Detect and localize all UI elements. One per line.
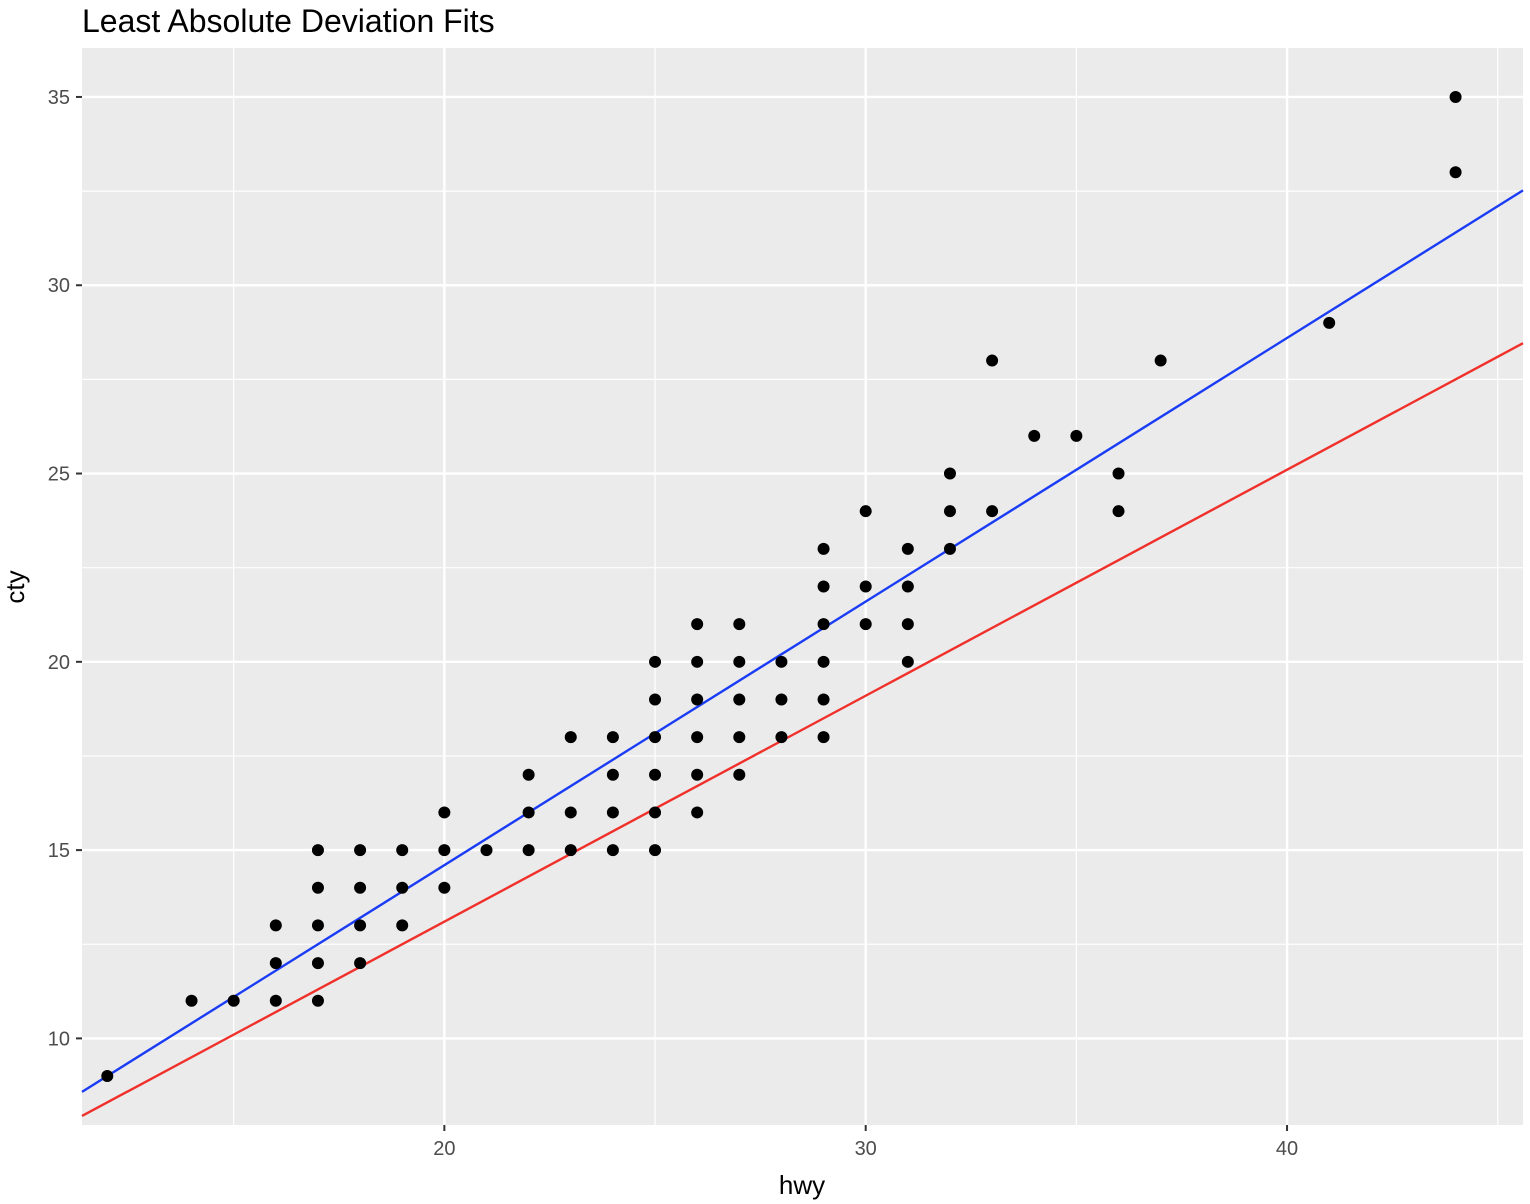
y-tick-label: 15 bbox=[48, 840, 70, 862]
data-point bbox=[269, 957, 282, 970]
data-point bbox=[522, 806, 535, 819]
data-point bbox=[691, 618, 704, 631]
data-point bbox=[649, 844, 662, 857]
data-point bbox=[227, 994, 240, 1007]
data-point bbox=[438, 881, 451, 894]
data-point bbox=[691, 655, 704, 668]
data-point bbox=[733, 693, 746, 706]
data-point bbox=[269, 919, 282, 932]
data-point bbox=[901, 542, 914, 555]
data-point bbox=[817, 618, 830, 631]
data-point bbox=[311, 957, 324, 970]
y-tick-label: 20 bbox=[48, 652, 70, 674]
x-axis-title: hwy bbox=[779, 1170, 825, 1200]
data-points bbox=[101, 90, 1462, 1083]
data-point bbox=[396, 881, 409, 894]
data-point bbox=[901, 580, 914, 593]
data-point bbox=[775, 731, 788, 744]
data-point bbox=[564, 731, 577, 744]
y-tick-label: 25 bbox=[48, 464, 70, 486]
y-tick-label: 35 bbox=[48, 87, 70, 109]
data-point bbox=[649, 806, 662, 819]
data-point bbox=[606, 731, 619, 744]
data-point bbox=[691, 806, 704, 819]
data-point bbox=[733, 768, 746, 781]
data-point bbox=[438, 844, 451, 857]
data-point bbox=[311, 994, 324, 1007]
data-point bbox=[859, 618, 872, 631]
data-point bbox=[691, 731, 704, 744]
data-point bbox=[311, 844, 324, 857]
data-point bbox=[564, 844, 577, 857]
data-point bbox=[817, 655, 830, 668]
data-point bbox=[986, 505, 999, 518]
data-point bbox=[185, 994, 198, 1007]
data-point bbox=[606, 768, 619, 781]
x-tick-label: 40 bbox=[1276, 1138, 1298, 1160]
data-point bbox=[1323, 316, 1336, 329]
data-point bbox=[1449, 90, 1462, 103]
data-point bbox=[396, 919, 409, 932]
data-point bbox=[817, 731, 830, 744]
data-point bbox=[691, 693, 704, 706]
data-point bbox=[311, 881, 324, 894]
data-point bbox=[522, 844, 535, 857]
x-tick-label: 20 bbox=[433, 1138, 455, 1160]
data-point bbox=[817, 693, 830, 706]
y-axis-title: cty bbox=[0, 570, 30, 603]
data-point bbox=[943, 505, 956, 518]
data-point bbox=[943, 542, 956, 555]
data-point bbox=[901, 655, 914, 668]
data-point bbox=[649, 768, 662, 781]
data-point bbox=[859, 580, 872, 593]
data-point bbox=[859, 505, 872, 518]
data-point bbox=[1028, 429, 1041, 442]
data-point bbox=[649, 655, 662, 668]
data-point bbox=[733, 655, 746, 668]
data-point bbox=[354, 881, 367, 894]
data-point bbox=[733, 731, 746, 744]
fit-lines bbox=[81, 189, 1524, 1118]
data-point bbox=[396, 844, 409, 857]
data-point bbox=[986, 354, 999, 367]
data-point bbox=[354, 919, 367, 932]
red-fit-line bbox=[81, 342, 1524, 1118]
data-point bbox=[817, 580, 830, 593]
data-point bbox=[901, 618, 914, 631]
data-point bbox=[522, 768, 535, 781]
blue-fit-line bbox=[81, 189, 1524, 1093]
x-tick-label: 30 bbox=[855, 1138, 877, 1160]
data-point bbox=[269, 994, 282, 1007]
y-tick-label: 30 bbox=[48, 275, 70, 297]
data-point bbox=[311, 919, 324, 932]
chart-title: Least Absolute Deviation Fits bbox=[82, 3, 495, 39]
data-point bbox=[943, 467, 956, 480]
plot-panel bbox=[82, 48, 1523, 1125]
data-point bbox=[649, 693, 662, 706]
data-point bbox=[649, 731, 662, 744]
data-point bbox=[438, 806, 451, 819]
data-point bbox=[564, 806, 577, 819]
y-tick-label: 10 bbox=[48, 1028, 70, 1050]
data-point bbox=[354, 957, 367, 970]
data-point bbox=[1112, 505, 1125, 518]
data-point bbox=[354, 844, 367, 857]
data-point bbox=[817, 542, 830, 555]
axis-ticks: 20 30 40 10 15 20 25 30 35 bbox=[48, 87, 1298, 1160]
data-point bbox=[775, 693, 788, 706]
grid-lines bbox=[82, 48, 1523, 1125]
data-point bbox=[1070, 429, 1083, 442]
data-point bbox=[606, 844, 619, 857]
data-point bbox=[1154, 354, 1167, 367]
data-point bbox=[1449, 166, 1462, 179]
data-point bbox=[775, 655, 788, 668]
data-point bbox=[691, 768, 704, 781]
data-point bbox=[733, 618, 746, 631]
data-point bbox=[606, 806, 619, 819]
data-point bbox=[1112, 467, 1125, 480]
data-point bbox=[480, 844, 493, 857]
data-point bbox=[101, 1070, 114, 1083]
